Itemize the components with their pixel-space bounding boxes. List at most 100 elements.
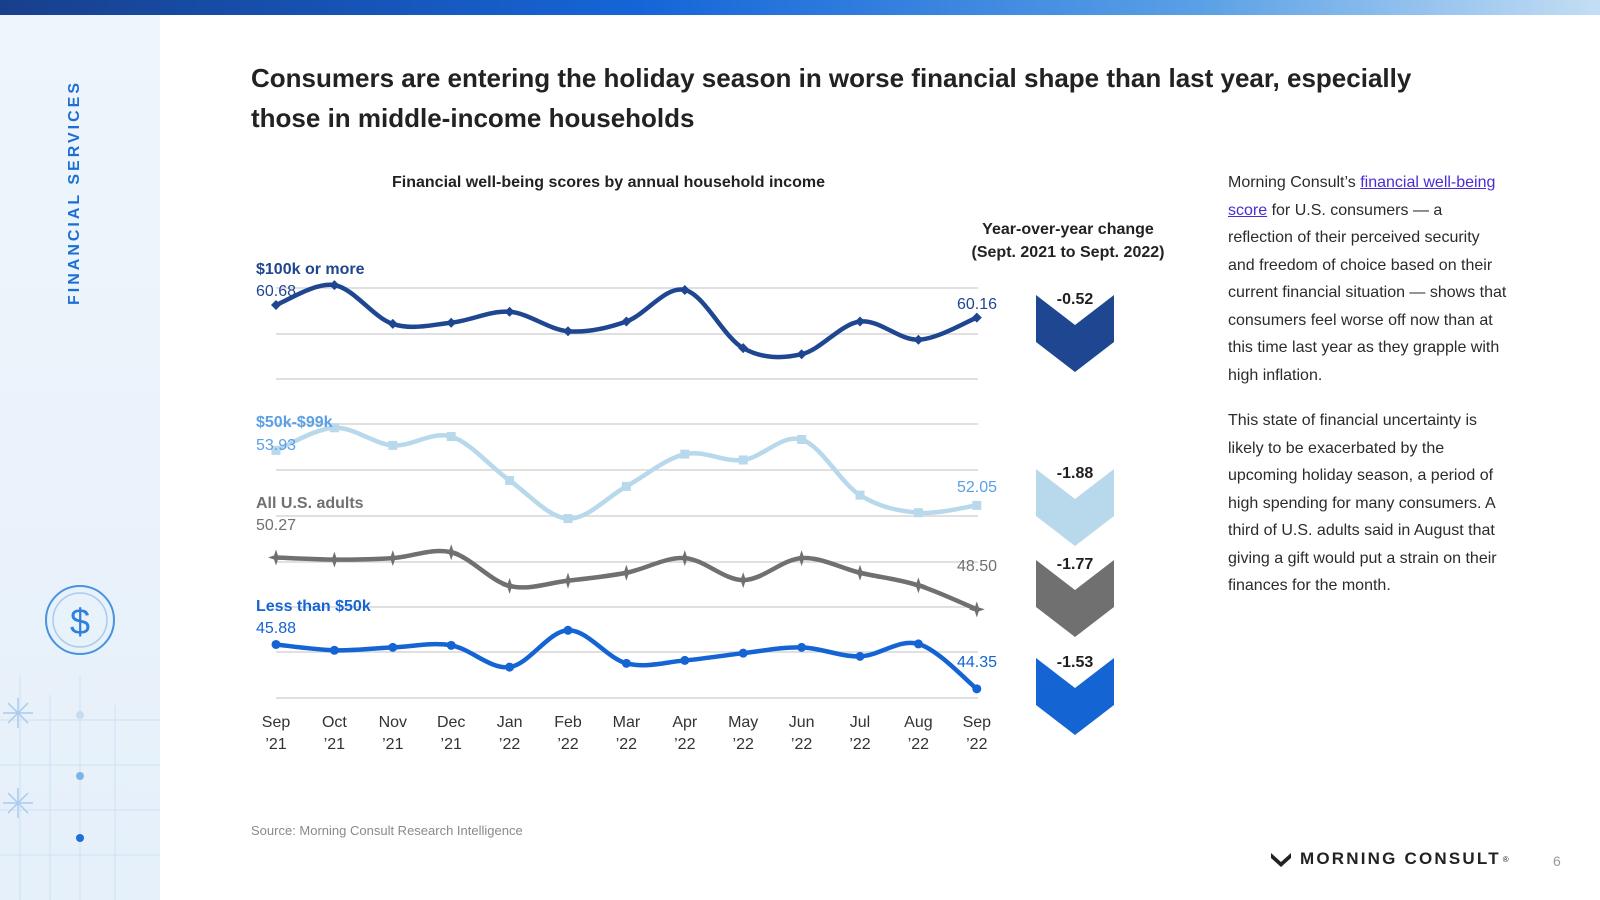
- data-point: [271, 445, 281, 455]
- x-tick-label: Jul: [850, 714, 870, 731]
- data-point: [504, 306, 515, 317]
- data-point: [505, 662, 515, 672]
- data-point: [387, 318, 398, 329]
- x-tick-label: ’21: [324, 736, 345, 753]
- series-end-label: 60.16: [957, 296, 997, 313]
- x-tick-label: Jun: [789, 714, 815, 731]
- data-point: [329, 645, 339, 655]
- series-line: [273, 425, 980, 521]
- body-p1-rest: for U.S. consumers — a reflection of the…: [1228, 201, 1507, 384]
- data-point: [913, 508, 923, 518]
- x-tick-label: Jan: [497, 714, 523, 731]
- series-name-label: All U.S. adults: [256, 495, 364, 512]
- body-paragraph-1: Morning Consult’s financial well-being s…: [1228, 169, 1508, 389]
- data-point: [563, 514, 573, 524]
- yoy-title-line2: (Sept. 2021 to Sept. 2022): [971, 244, 1165, 261]
- source-note: Source: Morning Consult Research Intelli…: [251, 823, 523, 838]
- data-point: [738, 343, 749, 354]
- sidebar: $ FINANCIAL SERVICES: [0, 15, 160, 900]
- x-tick-label: ’22: [674, 736, 695, 753]
- series-name-label: Less than $50k: [256, 598, 371, 615]
- x-tick-label: Feb: [554, 714, 582, 731]
- body-text: Morning Consult’s financial well-being s…: [1228, 169, 1508, 618]
- data-point: [972, 684, 982, 694]
- yoy-change-label: -0.52: [1057, 291, 1094, 308]
- data-point: [563, 625, 573, 635]
- x-tick-label: May: [728, 714, 758, 731]
- logo-registered-mark: ®: [1502, 854, 1509, 864]
- yoy-chevron-icon: [1036, 560, 1114, 637]
- body-paragraph-2: This state of financial uncertainty is l…: [1228, 412, 1497, 594]
- yoy-change-label: -1.88: [1057, 465, 1094, 482]
- series-end-label: 52.05: [957, 479, 997, 496]
- data-point: [446, 317, 457, 328]
- data-point: [560, 572, 576, 589]
- top-gradient-bar: [0, 0, 1600, 15]
- data-point: [563, 326, 573, 337]
- data-point: [971, 312, 982, 323]
- data-point: [329, 280, 340, 291]
- data-point: [855, 490, 865, 500]
- data-point: [621, 481, 631, 491]
- data-point: [326, 551, 343, 568]
- series-start-label: 60.68: [256, 283, 296, 300]
- x-tick-label: Nov: [379, 714, 407, 731]
- x-tick-label: Sep: [963, 714, 992, 731]
- data-point: [443, 544, 460, 561]
- data-point: [910, 577, 927, 594]
- data-point: [621, 658, 631, 668]
- yoy-chevron-icon: [1036, 469, 1114, 546]
- yoy-title-line1: Year-over-year change: [982, 221, 1154, 238]
- data-point: [676, 550, 693, 567]
- yoy-chevron-icon: [1036, 658, 1114, 735]
- x-tick-label: ’22: [557, 736, 578, 753]
- logo-mark-icon: [1271, 853, 1291, 867]
- x-tick-label: Apr: [672, 714, 698, 731]
- morning-consult-logo: MORNING CONSULT ®: [1270, 849, 1509, 869]
- data-point: [738, 648, 748, 658]
- data-point: [855, 651, 865, 661]
- yoy-chevron-icon: [1036, 295, 1114, 372]
- data-point: [329, 423, 339, 433]
- dollar-coin-icon: $: [45, 585, 115, 655]
- x-tick-label: Sep: [262, 714, 291, 731]
- series-end-label: 44.35: [957, 654, 997, 671]
- data-point: [680, 449, 690, 459]
- data-point: [384, 550, 401, 567]
- series-name-label: $50k-$99k: [256, 414, 333, 431]
- data-point: [913, 639, 923, 649]
- page-number: 6: [1553, 853, 1561, 869]
- x-tick-label: Mar: [613, 714, 641, 731]
- series-start-label: 53.93: [256, 437, 296, 454]
- data-point: [505, 476, 515, 485]
- financial-well-being-link[interactable]: financial well-being score: [1228, 174, 1496, 219]
- data-point: [621, 316, 632, 327]
- data-point: [797, 435, 807, 444]
- sparkle-icon: [3, 698, 33, 818]
- data-point: [271, 300, 281, 311]
- svg-text:$: $: [70, 601, 90, 642]
- x-tick-label: ’22: [849, 736, 870, 753]
- data-point: [793, 550, 810, 567]
- data-point: [446, 432, 456, 442]
- data-point: [797, 642, 807, 652]
- chart-title: Financial well-being scores by annual ho…: [392, 174, 825, 191]
- data-point: [679, 284, 690, 295]
- data-point: [738, 455, 748, 465]
- data-point: [268, 549, 284, 566]
- x-tick-label: ’22: [499, 736, 520, 753]
- data-point: [501, 577, 518, 594]
- series-name-label: $100k or more: [256, 261, 365, 278]
- dot-icon: [76, 711, 84, 719]
- x-tick-label: ’22: [908, 736, 929, 753]
- data-point: [735, 572, 752, 589]
- data-point: [446, 640, 456, 650]
- dot-icon: [76, 834, 84, 842]
- yoy-change-label: -1.77: [1057, 556, 1094, 573]
- page-title: Consumers are entering the holiday seaso…: [251, 63, 1412, 133]
- body-p1-lead: Morning Consult’s: [1228, 174, 1361, 191]
- data-point: [680, 655, 690, 665]
- x-tick-label: ’22: [733, 736, 754, 753]
- x-tick-label: ’22: [791, 736, 812, 753]
